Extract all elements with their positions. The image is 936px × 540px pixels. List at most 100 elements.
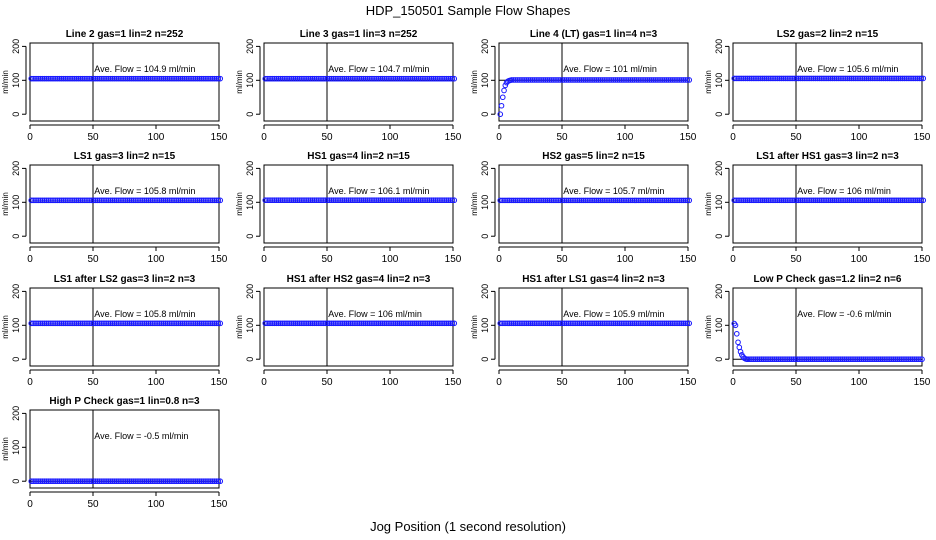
y-tick-label: 200 <box>11 161 21 176</box>
data-point <box>360 75 367 82</box>
data-point <box>168 197 174 204</box>
data-point <box>283 320 289 327</box>
y-axis-label: ml/min <box>470 70 479 94</box>
data-point <box>37 197 44 204</box>
data-point <box>599 197 606 204</box>
data-point <box>763 75 770 82</box>
data-point <box>819 356 825 363</box>
data-point <box>66 478 72 485</box>
data-point <box>607 320 613 327</box>
data-point <box>215 197 222 204</box>
data-point <box>774 197 781 204</box>
data-point <box>313 197 320 204</box>
data-point <box>850 197 857 204</box>
y-axis-label: ml/min <box>235 192 244 216</box>
data-point <box>94 197 101 204</box>
data-point <box>438 320 444 327</box>
data-point <box>330 197 337 204</box>
data-point <box>302 197 308 204</box>
data-point <box>673 197 679 204</box>
data-point <box>387 197 393 204</box>
data-point <box>160 320 167 327</box>
data-point <box>565 320 572 327</box>
data-point <box>143 320 150 327</box>
data-point <box>525 320 532 327</box>
data-point <box>290 75 297 82</box>
data-point <box>880 197 887 204</box>
data-point <box>571 197 577 204</box>
data-point <box>637 197 643 204</box>
data-point <box>559 197 566 204</box>
x-tick-label: 150 <box>211 377 228 388</box>
data-point <box>183 320 190 327</box>
data-point <box>390 197 397 204</box>
panel-title: LS1 after HS1 gas=3 lin=2 n=3 <box>756 151 899 162</box>
data-point <box>164 320 171 327</box>
data-point <box>155 320 161 327</box>
data-point <box>47 75 53 82</box>
data-point <box>423 320 429 327</box>
data-point <box>837 75 843 82</box>
data-point <box>362 75 369 82</box>
data-point <box>752 75 758 82</box>
data-points <box>731 197 927 204</box>
y-tick-label: 200 <box>11 406 21 421</box>
data-point <box>166 478 173 485</box>
data-point <box>105 75 112 82</box>
data-point <box>271 197 278 204</box>
data-point <box>383 197 390 204</box>
data-point <box>389 197 395 204</box>
data-point <box>808 75 815 82</box>
data-point <box>520 320 526 327</box>
data-point <box>160 75 167 82</box>
y-tick-label: 200 <box>714 39 724 54</box>
data-point <box>894 75 900 82</box>
data-point <box>88 478 95 485</box>
data-point <box>126 75 133 82</box>
data-point <box>863 197 870 204</box>
data-point <box>191 320 197 327</box>
data-point <box>563 320 570 327</box>
data-point <box>194 197 201 204</box>
data-point <box>760 356 767 363</box>
data-point <box>356 197 363 204</box>
y-axis-label: ml/min <box>704 70 713 94</box>
data-point <box>141 320 148 327</box>
data-point <box>533 197 539 204</box>
data-point <box>807 356 814 363</box>
data-point <box>113 197 120 204</box>
y-axis-label: ml/min <box>704 192 713 216</box>
data-point <box>28 320 35 327</box>
data-point <box>584 320 591 327</box>
data-point <box>134 478 140 485</box>
data-point <box>409 320 416 327</box>
data-point <box>387 320 393 327</box>
data-point <box>650 320 657 327</box>
data-point <box>886 75 893 82</box>
data-point <box>546 197 553 204</box>
data-point <box>262 197 269 204</box>
y-tick-label: 0 <box>714 112 724 117</box>
data-point <box>875 356 882 363</box>
x-tick-label: 100 <box>382 377 399 388</box>
data-point <box>869 75 876 82</box>
data-point <box>204 75 210 82</box>
data-point <box>309 197 316 204</box>
data-point <box>177 75 184 82</box>
data-point <box>104 75 110 82</box>
data-point <box>805 197 811 204</box>
data-point <box>756 75 762 82</box>
data-point <box>757 75 764 82</box>
data-point <box>629 197 636 204</box>
y-tick-label: 100 <box>11 73 21 88</box>
data-point <box>854 197 860 204</box>
data-point <box>512 77 519 83</box>
data-point <box>191 478 197 485</box>
data-point <box>682 197 689 204</box>
y-tick-label: 0 <box>480 234 490 239</box>
data-point <box>73 197 80 204</box>
data-point <box>34 320 40 327</box>
data-point <box>373 320 380 327</box>
data-point <box>413 197 420 204</box>
x-tick-label: 100 <box>148 499 165 510</box>
